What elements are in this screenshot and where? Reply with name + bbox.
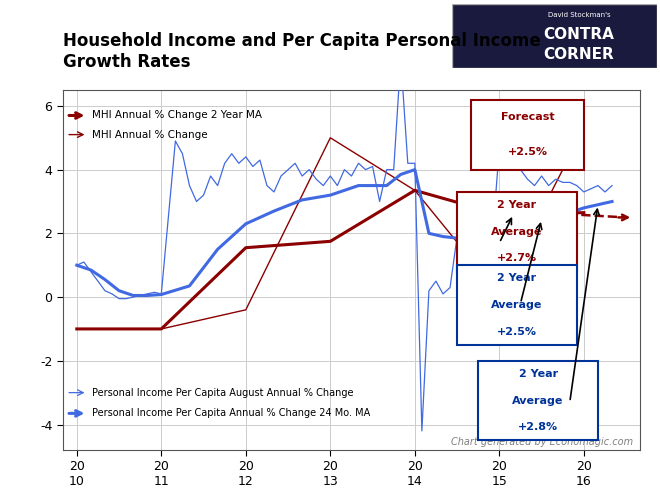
FancyBboxPatch shape [452,4,657,68]
Text: +2.5%: +2.5% [497,326,537,336]
Text: Average: Average [512,396,564,406]
FancyBboxPatch shape [478,361,598,440]
Text: 2 Year: 2 Year [498,274,537,283]
FancyBboxPatch shape [471,100,584,170]
Text: +2.5%: +2.5% [508,147,548,157]
Text: +2.7%: +2.7% [497,254,537,264]
Text: CONTRA: CONTRA [544,26,614,42]
Text: Forecast: Forecast [501,112,554,122]
Text: Average: Average [491,227,543,237]
Text: David Stockman's: David Stockman's [548,12,610,18]
Text: Average: Average [491,300,543,310]
Text: Personal Income Per Capita Annual % Change 24 Mo. MA: Personal Income Per Capita Annual % Chan… [92,408,370,418]
Text: CORNER: CORNER [544,47,614,62]
Text: +2.8%: +2.8% [518,422,558,432]
Text: 2 Year: 2 Year [519,369,558,379]
Text: MHI Annual % Change: MHI Annual % Change [92,130,208,140]
Text: MHI Annual % Change 2 Year MA: MHI Annual % Change 2 Year MA [92,110,262,120]
Text: Chart generated by Economagic.com: Chart generated by Economagic.com [451,437,633,447]
Text: Household Income and Per Capita Personal Income
Growth Rates: Household Income and Per Capita Personal… [63,32,541,72]
FancyBboxPatch shape [457,192,577,272]
Text: Personal Income Per Capita August Annual % Change: Personal Income Per Capita August Annual… [92,388,354,398]
Text: 2 Year: 2 Year [498,200,537,210]
FancyBboxPatch shape [457,265,577,345]
